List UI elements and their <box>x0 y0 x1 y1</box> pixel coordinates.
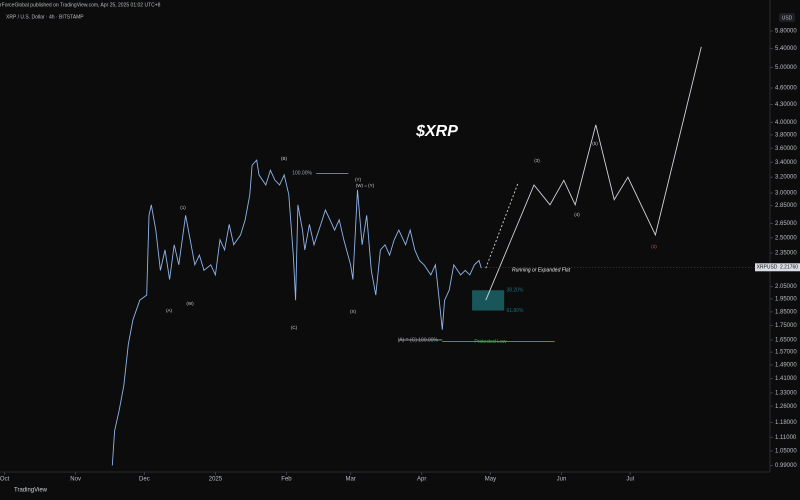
wave-label: (W) <box>186 301 194 306</box>
wave-label: (B) <box>281 156 288 161</box>
series-tag-label: XRPUSD <box>757 265 778 271</box>
last-price-label: 2.21760 <box>780 265 798 271</box>
x-tick-label: Feb <box>281 477 292 483</box>
y-tick-label: 0.99000 <box>775 463 797 469</box>
y-tick-label: 4.60000 <box>775 86 797 92</box>
y-tick-label: 3.00000 <box>775 191 797 197</box>
y-tick-label: 2.50000 <box>775 235 797 241</box>
wave-label: (1) <box>180 205 186 210</box>
y-tick-label: 5.80000 <box>775 29 797 35</box>
y-tick-label: 5.00000 <box>775 65 797 71</box>
wave-label: (2) <box>651 244 657 249</box>
y-tick-label: 1.05000 <box>775 449 797 455</box>
wave-label: (C) <box>291 325 298 330</box>
fib-label: 38.20% <box>506 288 524 294</box>
y-tick-label: 3.40000 <box>775 160 797 166</box>
y-tick-label: 1.33000 <box>775 391 797 397</box>
chart-title: $XRP <box>415 123 458 140</box>
x-tick-label: Jun <box>557 477 567 483</box>
y-tick-label: 2.85000 <box>775 203 797 209</box>
x-tick-label: Apr <box>417 477 426 483</box>
author-line: rForceGlobal published on TradingView.co… <box>0 2 161 8</box>
price-line <box>111 159 482 466</box>
y-tick-label: 4.30000 <box>775 102 797 108</box>
currency[interactable]: USD <box>782 15 793 21</box>
wave-label: (X) <box>350 309 357 314</box>
y-tick-label: 1.85000 <box>775 309 797 315</box>
x-tick-label: 2025 <box>209 477 223 483</box>
symbol-line: XRP / U.S. Dollar · 4h · BITSTAMP <box>6 14 84 20</box>
level-label: (A) = (C) 100.00% <box>398 337 439 343</box>
wave-label: (Y) <box>355 177 362 182</box>
y-tick-label: 1.95000 <box>775 296 797 302</box>
x-tick-label: Jul <box>626 477 634 483</box>
fib-label: 61.80% <box>506 308 524 314</box>
wave-label: (5) <box>592 141 598 146</box>
wave-label: (3) <box>534 158 540 163</box>
y-tick-label: 3.20000 <box>775 175 797 181</box>
y-tick-label: 2.65000 <box>775 221 797 227</box>
footer-logo: TradingView <box>14 488 48 494</box>
x-tick-label: Mar <box>345 477 355 483</box>
x-tick-label: Oct <box>0 477 10 483</box>
projection-line <box>485 46 702 301</box>
y-tick-label: 1.41000 <box>775 376 797 382</box>
projection-alt-line <box>485 183 519 269</box>
y-tick-label: 2.35000 <box>775 251 797 257</box>
y-tick-label: 3.80000 <box>775 133 797 139</box>
fib-zone <box>472 290 505 311</box>
y-tick-label: 1.26000 <box>775 404 797 410</box>
y-tick-label: 2.05000 <box>775 284 797 290</box>
wave-label: (A) <box>166 308 173 313</box>
level-label: 100.00% <box>292 171 312 177</box>
x-tick-label: Dec <box>139 477 150 483</box>
y-tick-label: 5.40000 <box>775 46 797 52</box>
y-tick-label: 1.11000 <box>775 435 797 441</box>
x-tick-label: May <box>485 477 496 483</box>
y-tick-label: 3.60000 <box>775 146 797 152</box>
wave-label: (W) = (Y) <box>356 183 375 188</box>
y-tick-label: 1.49000 <box>775 363 797 369</box>
y-tick-label: 1.75000 <box>775 323 797 329</box>
currency-box[interactable] <box>779 13 795 22</box>
x-tick-label: Nov <box>70 477 81 483</box>
annotation: Running or Expanded Flat <box>512 267 571 273</box>
last-price-box <box>779 263 800 272</box>
series-tag <box>755 263 779 272</box>
y-tick-label: 4.00000 <box>775 120 797 126</box>
y-tick-label: 1.65000 <box>775 338 797 344</box>
y-tick-label: 1.57000 <box>775 350 797 356</box>
y-tick-label: 1.18000 <box>775 420 797 426</box>
wave-label: (4) <box>574 212 580 217</box>
level-label: Protected Low <box>474 339 506 345</box>
